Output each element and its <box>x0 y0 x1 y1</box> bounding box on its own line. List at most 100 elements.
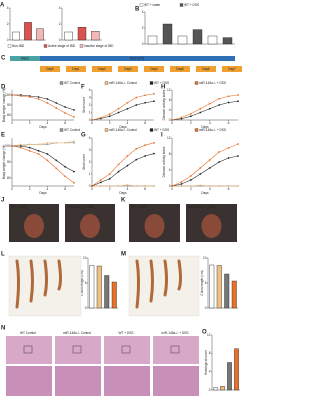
day-box <box>92 66 112 72</box>
day-label: Day0 <box>46 67 54 71</box>
x-tick-label: 4 <box>209 121 211 125</box>
day-label: Day2 <box>98 67 106 71</box>
legend-label: WT + water <box>144 3 161 7</box>
point <box>64 165 67 168</box>
column-header: miR-146a-/- Control <box>63 331 91 335</box>
x-tick-label: 6 <box>144 187 146 191</box>
series-line <box>11 140 75 147</box>
water-label: Water <box>21 56 30 60</box>
point <box>126 183 129 186</box>
legend-swatch <box>149 128 154 132</box>
y-tick-label: 0 <box>89 184 91 188</box>
point <box>199 173 202 175</box>
point <box>64 175 67 178</box>
y-tick-label: 90 <box>7 160 11 164</box>
x-tick-label: 4 <box>47 187 49 191</box>
y-tick-label: 2 <box>142 26 144 30</box>
point <box>144 155 147 157</box>
legend-swatch <box>59 81 64 85</box>
point <box>64 106 67 108</box>
point <box>227 157 230 159</box>
point <box>153 92 155 95</box>
bar <box>147 35 158 45</box>
panel-label: M <box>121 252 126 258</box>
day-box <box>196 66 216 72</box>
point <box>126 101 129 104</box>
point <box>144 144 147 147</box>
bar <box>12 31 20 41</box>
y-tick-label: 4 <box>209 370 211 374</box>
panel-label: K <box>121 198 126 204</box>
series-line <box>92 184 154 187</box>
x-axis-label: Days <box>201 191 209 195</box>
y-tick-label: 12 <box>167 88 171 92</box>
colon <box>57 259 62 291</box>
point <box>28 96 31 98</box>
point <box>135 96 138 99</box>
y-tick-label: 0 <box>209 388 211 392</box>
point <box>91 119 93 121</box>
x-tick-label: 0 <box>171 121 173 125</box>
day-box <box>40 66 60 72</box>
point <box>46 143 49 146</box>
legend-label: miR-146a-/- + DSS <box>199 81 226 85</box>
bar <box>36 28 44 41</box>
day-box <box>222 66 242 72</box>
point <box>189 179 192 181</box>
x-tick-label: 6 <box>228 121 230 125</box>
point <box>108 177 111 180</box>
x-tick-label: 6 <box>228 187 230 191</box>
point <box>144 94 147 97</box>
y-tick-label: 8 <box>169 152 171 156</box>
y-tick-label: 0 <box>169 118 171 122</box>
x-tick-label: 0 <box>91 187 93 191</box>
series-line <box>11 94 75 118</box>
point <box>55 159 58 162</box>
legend-label: WT + DSS <box>154 128 169 132</box>
point <box>46 153 49 155</box>
y-tick-label: 2 <box>59 22 61 26</box>
point <box>19 146 22 149</box>
point <box>99 179 102 181</box>
y-tick-label: 4 <box>59 6 61 10</box>
point <box>237 155 239 157</box>
x-axis-label: Days <box>119 125 127 129</box>
series-line <box>91 142 155 187</box>
panel-label: D <box>1 85 6 91</box>
point <box>135 147 138 150</box>
point <box>55 167 58 170</box>
legend-label: miR-146a-/- Control <box>109 81 137 85</box>
y-tick-label: 0 <box>7 38 9 42</box>
point <box>144 185 147 187</box>
day-label: Day7 <box>228 67 236 71</box>
point <box>227 185 230 187</box>
point <box>135 185 138 187</box>
colon <box>135 259 140 309</box>
colon <box>43 259 48 297</box>
point <box>153 152 155 155</box>
legend-label: Non-IBD <box>12 44 25 48</box>
histology-image <box>6 336 52 364</box>
bar <box>111 281 117 309</box>
point <box>64 112 67 114</box>
x-tick-label: 4 <box>209 187 211 191</box>
point <box>11 145 13 147</box>
day-label: Day3 <box>124 67 132 71</box>
legend-label: miR-146a-/- Control <box>109 128 137 132</box>
panel-label: H <box>161 85 165 91</box>
series-line <box>172 184 238 187</box>
point <box>171 119 173 121</box>
x-tick-label: 2 <box>190 121 192 125</box>
point <box>208 167 211 169</box>
dss-bar <box>40 56 235 61</box>
point <box>180 181 183 183</box>
y-tick-label: 0 <box>142 42 144 46</box>
point <box>28 143 31 146</box>
histology-zoom <box>6 366 52 396</box>
bar <box>213 387 218 391</box>
y-axis-label: Stool score <box>82 97 86 113</box>
colon <box>29 259 34 303</box>
x-tick-label: 0 <box>171 187 173 191</box>
y-axis-label: Stool score <box>82 154 86 170</box>
bar <box>209 264 215 309</box>
